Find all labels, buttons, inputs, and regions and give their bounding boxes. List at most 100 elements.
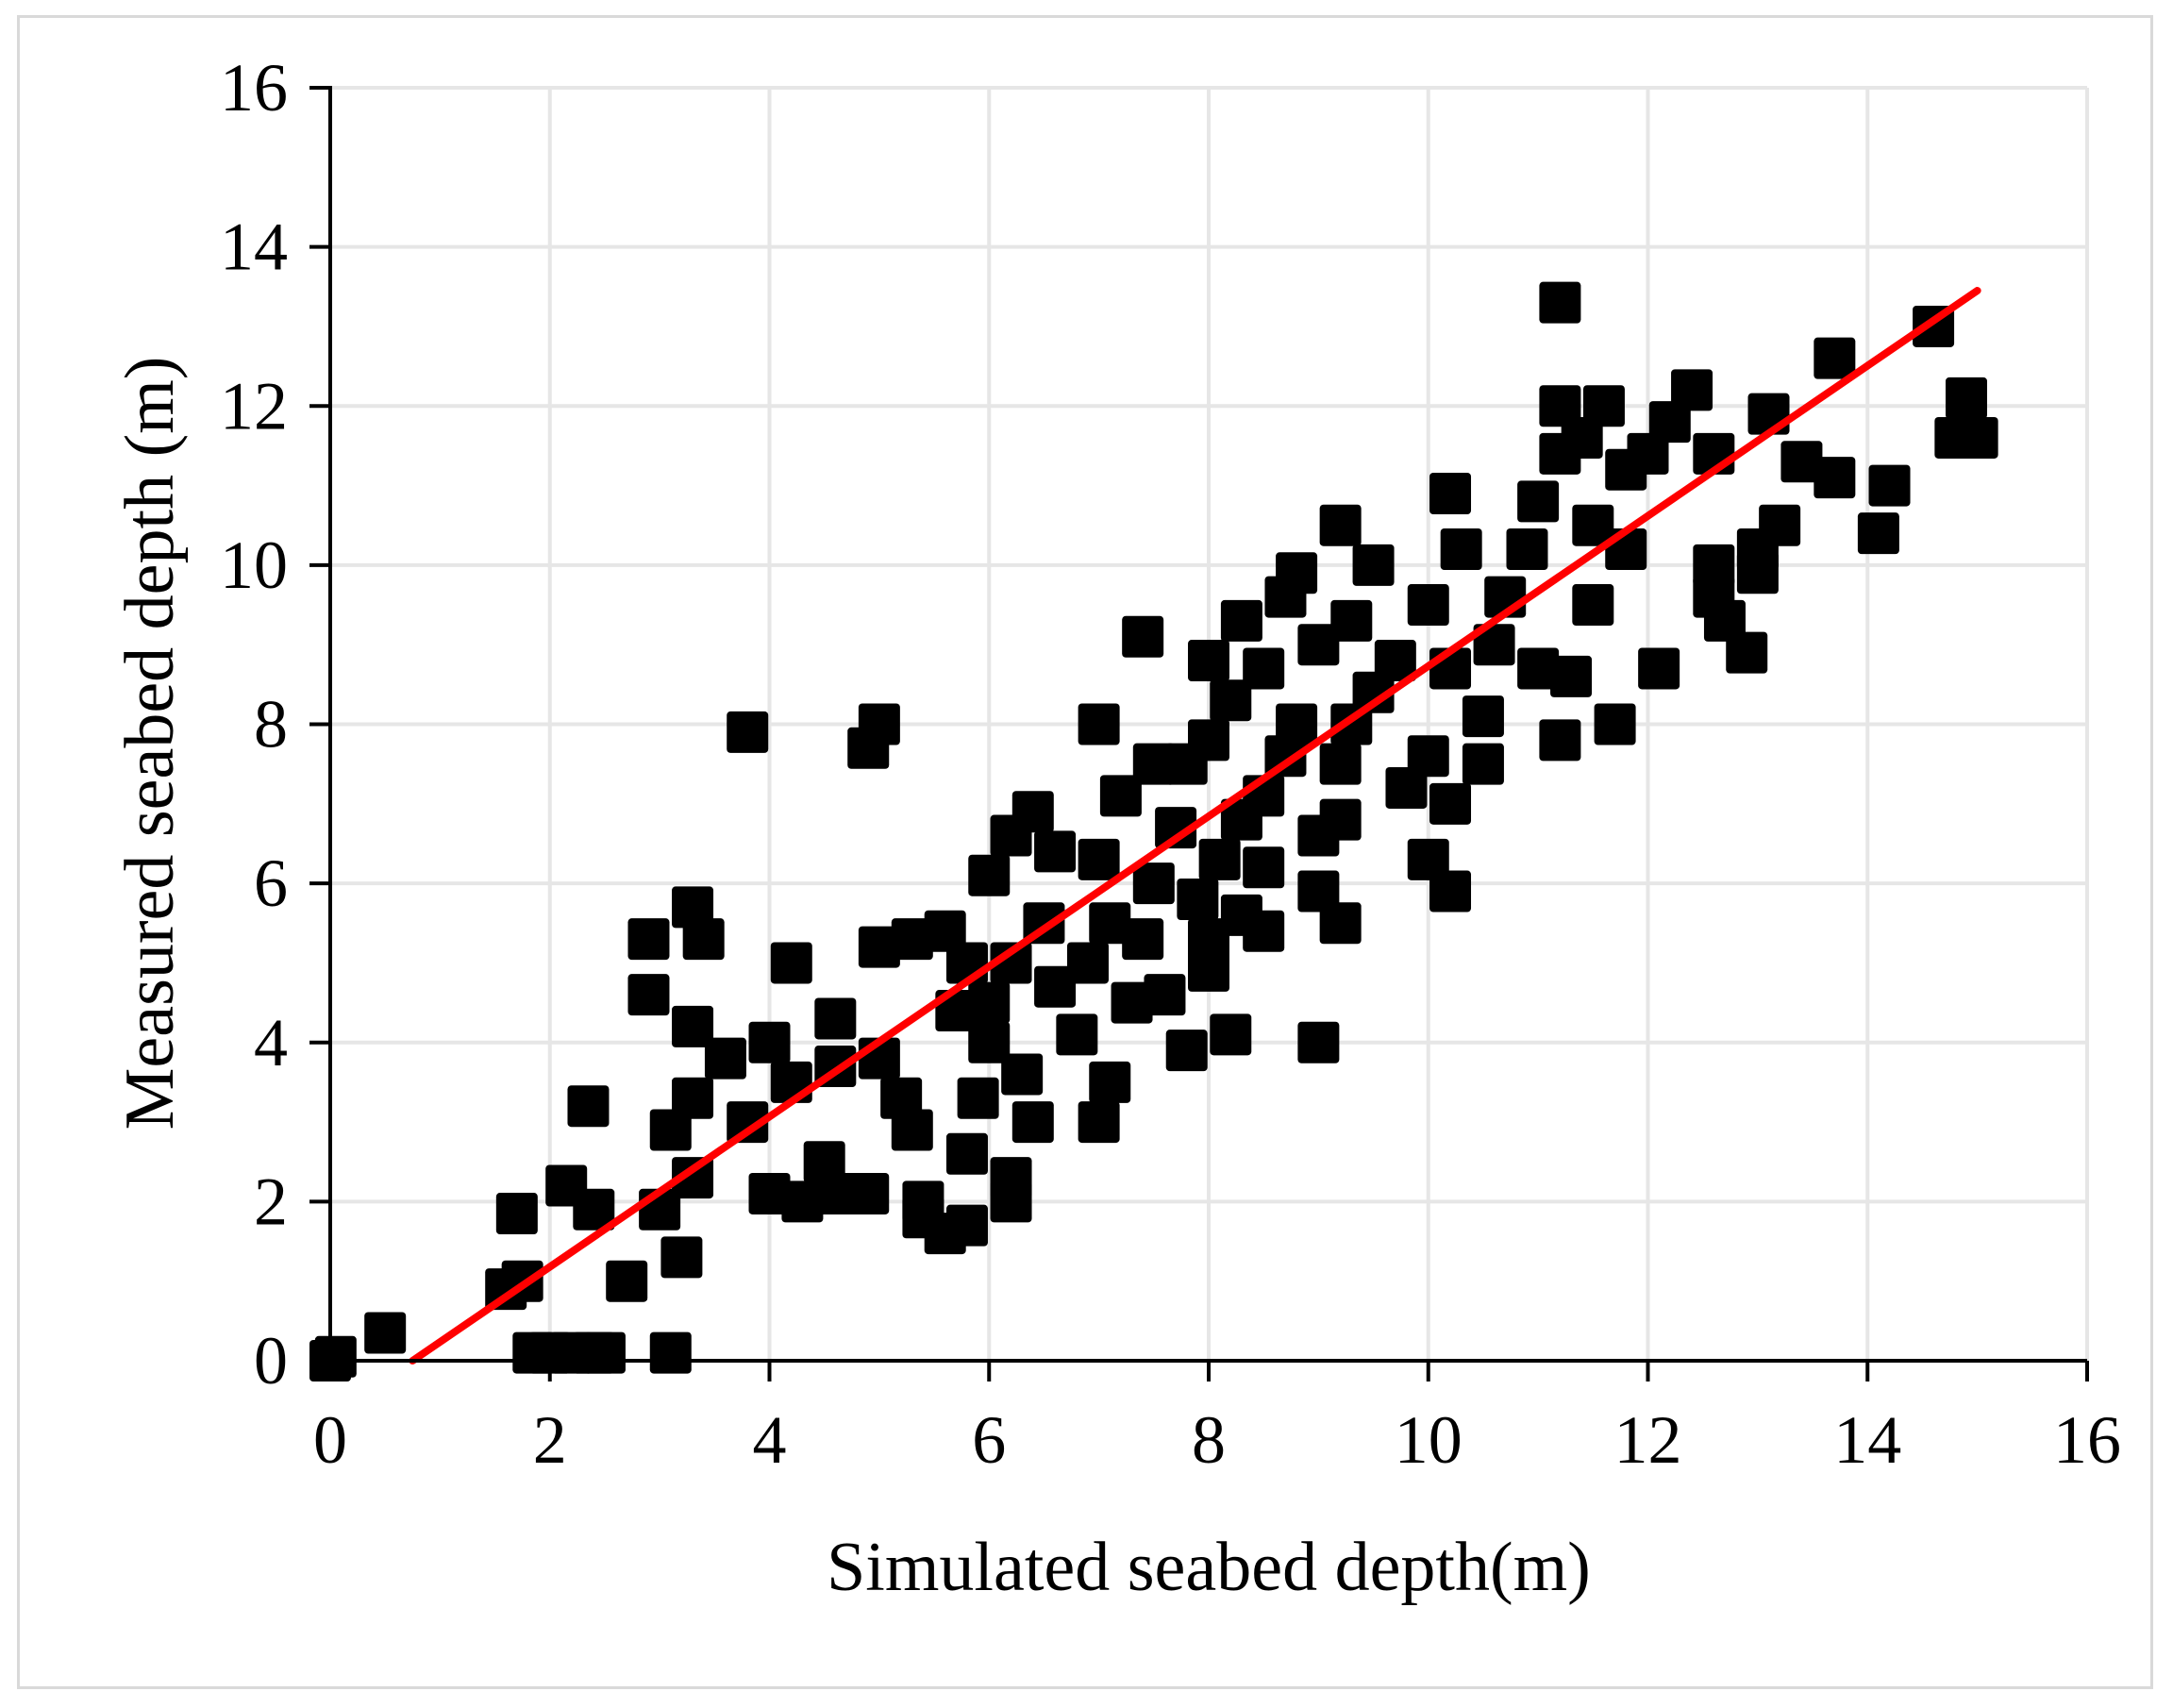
data-point (814, 997, 857, 1040)
data-point (314, 1335, 357, 1378)
y-axis-title: Measured seabed depth (m) (111, 357, 189, 1130)
data-point (1693, 544, 1735, 586)
data-point (803, 1141, 845, 1183)
data-point (1517, 480, 1560, 523)
data-point (1857, 512, 1899, 555)
data-point (1550, 655, 1593, 697)
data-point (1506, 528, 1548, 571)
data-point (1132, 862, 1175, 905)
data-point (1374, 640, 1416, 682)
data-point (1089, 1061, 1131, 1103)
data-point (704, 1037, 746, 1080)
data-point (573, 1188, 615, 1231)
data-point (1539, 719, 1581, 762)
x-tick-label: 12 (1614, 1402, 1682, 1478)
y-tick-label: 10 (220, 527, 288, 603)
data-point (1188, 949, 1229, 992)
data-point (1440, 528, 1482, 571)
data-point (1066, 942, 1109, 984)
data-point (891, 918, 933, 961)
data-point (1945, 377, 1987, 419)
data-point (1462, 695, 1504, 738)
data-point (1539, 281, 1581, 324)
data-point (748, 1172, 791, 1214)
data-point (968, 854, 1011, 896)
x-tick-label: 14 (1833, 1402, 1901, 1478)
data-point (924, 910, 966, 952)
x-tick-label: 16 (2053, 1402, 2121, 1478)
data-point (672, 1157, 714, 1199)
y-tick-label: 2 (254, 1164, 288, 1239)
data-point (1297, 1021, 1340, 1063)
data-point (990, 1157, 1032, 1199)
data-point (1276, 552, 1318, 594)
data-point (1385, 766, 1428, 809)
data-point (1517, 647, 1560, 690)
data-point (1407, 838, 1449, 880)
data-point (1111, 981, 1153, 1024)
data-point (1319, 798, 1362, 841)
data-point (1582, 385, 1625, 427)
axes (309, 86, 2089, 1381)
data-point (660, 1236, 703, 1279)
x-tick-label: 2 (533, 1402, 567, 1478)
data-point (1747, 393, 1790, 435)
data-point (1429, 870, 1472, 913)
data-point (1188, 719, 1229, 762)
x-tick-label: 0 (313, 1402, 347, 1478)
data-point (1011, 1101, 1054, 1144)
data-point (1726, 631, 1768, 674)
x-tick-label: 10 (1395, 1402, 1463, 1478)
data-point (814, 1172, 857, 1214)
data-point (968, 981, 1011, 1024)
data-point (1078, 703, 1120, 745)
data-point (945, 1204, 988, 1247)
data-point (1078, 838, 1120, 880)
data-point (1561, 416, 1603, 459)
data-point (1034, 965, 1077, 1008)
data-point (945, 1132, 988, 1175)
data-point (1868, 464, 1911, 507)
y-tick-label: 16 (220, 50, 288, 126)
data-point (1243, 846, 1285, 889)
data-point (1736, 552, 1779, 594)
data-point (880, 1077, 923, 1119)
data-point (1132, 743, 1175, 785)
data-point (567, 1085, 610, 1128)
data-point (1056, 1013, 1098, 1056)
data-point (727, 1101, 769, 1144)
y-tick-label: 14 (220, 209, 288, 285)
data-points (309, 281, 1998, 1381)
data-point (858, 703, 900, 745)
y-tick-label: 6 (254, 846, 288, 921)
data-point (1759, 504, 1801, 546)
data-point (781, 1181, 824, 1223)
data-point (1473, 624, 1515, 666)
data-point (682, 918, 725, 961)
data-point (1407, 584, 1449, 627)
data-point (583, 1331, 626, 1374)
data-point (1956, 416, 1998, 459)
data-point (1276, 703, 1318, 745)
x-tick-label: 4 (753, 1402, 787, 1478)
data-point (1188, 640, 1229, 682)
data-point (847, 1172, 890, 1214)
data-point (1034, 830, 1077, 873)
data-point (1078, 1101, 1120, 1144)
data-point (1011, 791, 1054, 833)
data-point (1572, 584, 1614, 627)
data-point (1198, 838, 1241, 880)
data-point (627, 974, 670, 1016)
data-point (606, 1260, 648, 1302)
data-point (1407, 735, 1449, 778)
fit-line-group (409, 286, 1981, 1365)
data-point (364, 1312, 407, 1354)
data-point (1243, 910, 1285, 952)
data-point (1297, 624, 1340, 666)
data-point (1001, 1053, 1044, 1096)
data-point (1165, 1030, 1208, 1072)
data-point (770, 942, 812, 984)
data-point (727, 711, 769, 753)
data-point (1330, 599, 1373, 642)
